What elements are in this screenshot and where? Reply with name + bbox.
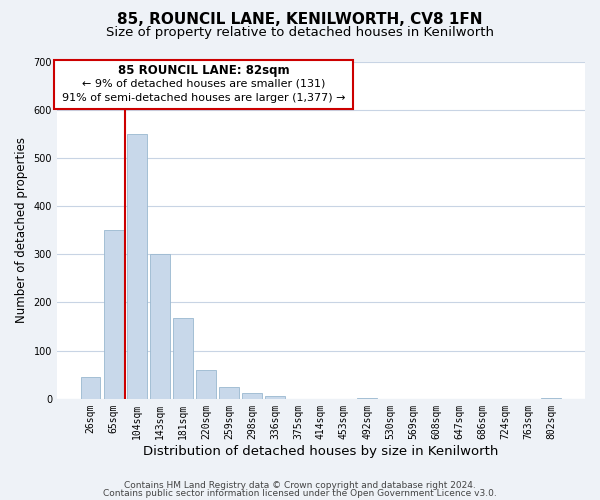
Bar (242, 393, 262, 399)
Y-axis label: Number of detached properties: Number of detached properties (15, 137, 28, 323)
Bar (196, 370, 215, 399)
Bar (357, 398, 377, 399)
Text: 85 ROUNCIL LANE: 82sqm: 85 ROUNCIL LANE: 82sqm (118, 64, 289, 77)
Bar (150, 254, 170, 399)
X-axis label: Distribution of detached houses by size in Kenilworth: Distribution of detached houses by size … (143, 444, 499, 458)
Bar (81, 377, 100, 399)
Text: 91% of semi-detached houses are larger (1,377) →: 91% of semi-detached houses are larger (… (62, 92, 345, 102)
Text: Contains HM Land Registry data © Crown copyright and database right 2024.: Contains HM Land Registry data © Crown c… (124, 480, 476, 490)
Text: Size of property relative to detached houses in Kenilworth: Size of property relative to detached ho… (106, 26, 494, 39)
Text: Contains public sector information licensed under the Open Government Licence v3: Contains public sector information licen… (103, 490, 497, 498)
Bar (265, 396, 284, 399)
Bar (104, 230, 124, 399)
Text: 85, ROUNCIL LANE, KENILWORTH, CV8 1FN: 85, ROUNCIL LANE, KENILWORTH, CV8 1FN (117, 12, 483, 28)
Text: ← 9% of detached houses are smaller (131): ← 9% of detached houses are smaller (131… (82, 78, 325, 88)
Bar (219, 387, 239, 399)
Bar (173, 318, 193, 399)
Bar (127, 134, 146, 399)
Bar (541, 398, 561, 399)
FancyBboxPatch shape (54, 60, 353, 108)
